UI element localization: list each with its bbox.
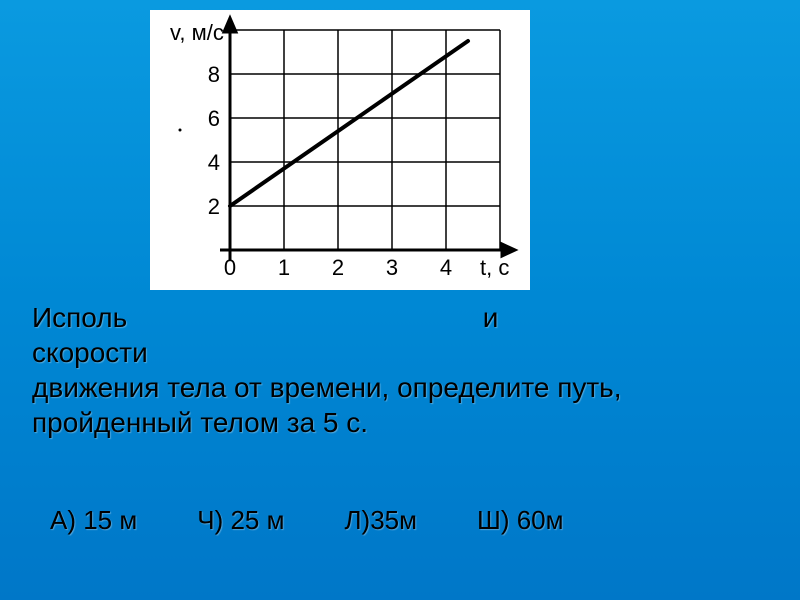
y-tick-4: 4 (208, 150, 220, 175)
question-line4: пройденный телом за 5 с. (32, 405, 772, 440)
question-line2: скорости (32, 335, 772, 370)
y-tick-8: 8 (208, 62, 220, 87)
x-tick-1: 1 (278, 255, 290, 280)
x-tick-3: 3 (386, 255, 398, 280)
question-line1-suffix: и (483, 302, 499, 333)
dot-artifact (179, 129, 182, 132)
answer-a: А) 15 м (50, 505, 137, 536)
x-tick-4: 4 (440, 255, 452, 280)
question-line1: Исполь (32, 302, 127, 333)
answer-d: Ш) 60м (477, 505, 564, 536)
x-axis-label: t, с (480, 255, 509, 280)
y-tick-labels: 2 4 6 8 (208, 62, 220, 219)
answer-options: А) 15 м Ч) 25 м Л)35м Ш) 60м (50, 505, 750, 536)
chart-gridlines (230, 30, 500, 250)
velocity-time-chart: 2 4 6 8 0 1 2 3 4 v, м/с t, с (150, 10, 530, 290)
x-tick-0: 0 (224, 255, 236, 280)
y-tick-2: 2 (208, 194, 220, 219)
x-tick-labels: 0 1 2 3 4 (224, 255, 452, 280)
answer-c: Л)35м (344, 505, 417, 536)
y-axis-label: v, м/с (170, 20, 224, 45)
question-line3: движения тела от времени, определите пут… (32, 370, 772, 405)
chart-axes (220, 18, 515, 260)
answer-b: Ч) 25 м (197, 505, 284, 536)
chart-data-line (230, 41, 468, 206)
question-text-block: Исполь и скорости движения тела от време… (32, 300, 772, 440)
chart-svg: 2 4 6 8 0 1 2 3 4 v, м/с t, с (150, 10, 530, 290)
x-tick-2: 2 (332, 255, 344, 280)
y-tick-6: 6 (208, 106, 220, 131)
